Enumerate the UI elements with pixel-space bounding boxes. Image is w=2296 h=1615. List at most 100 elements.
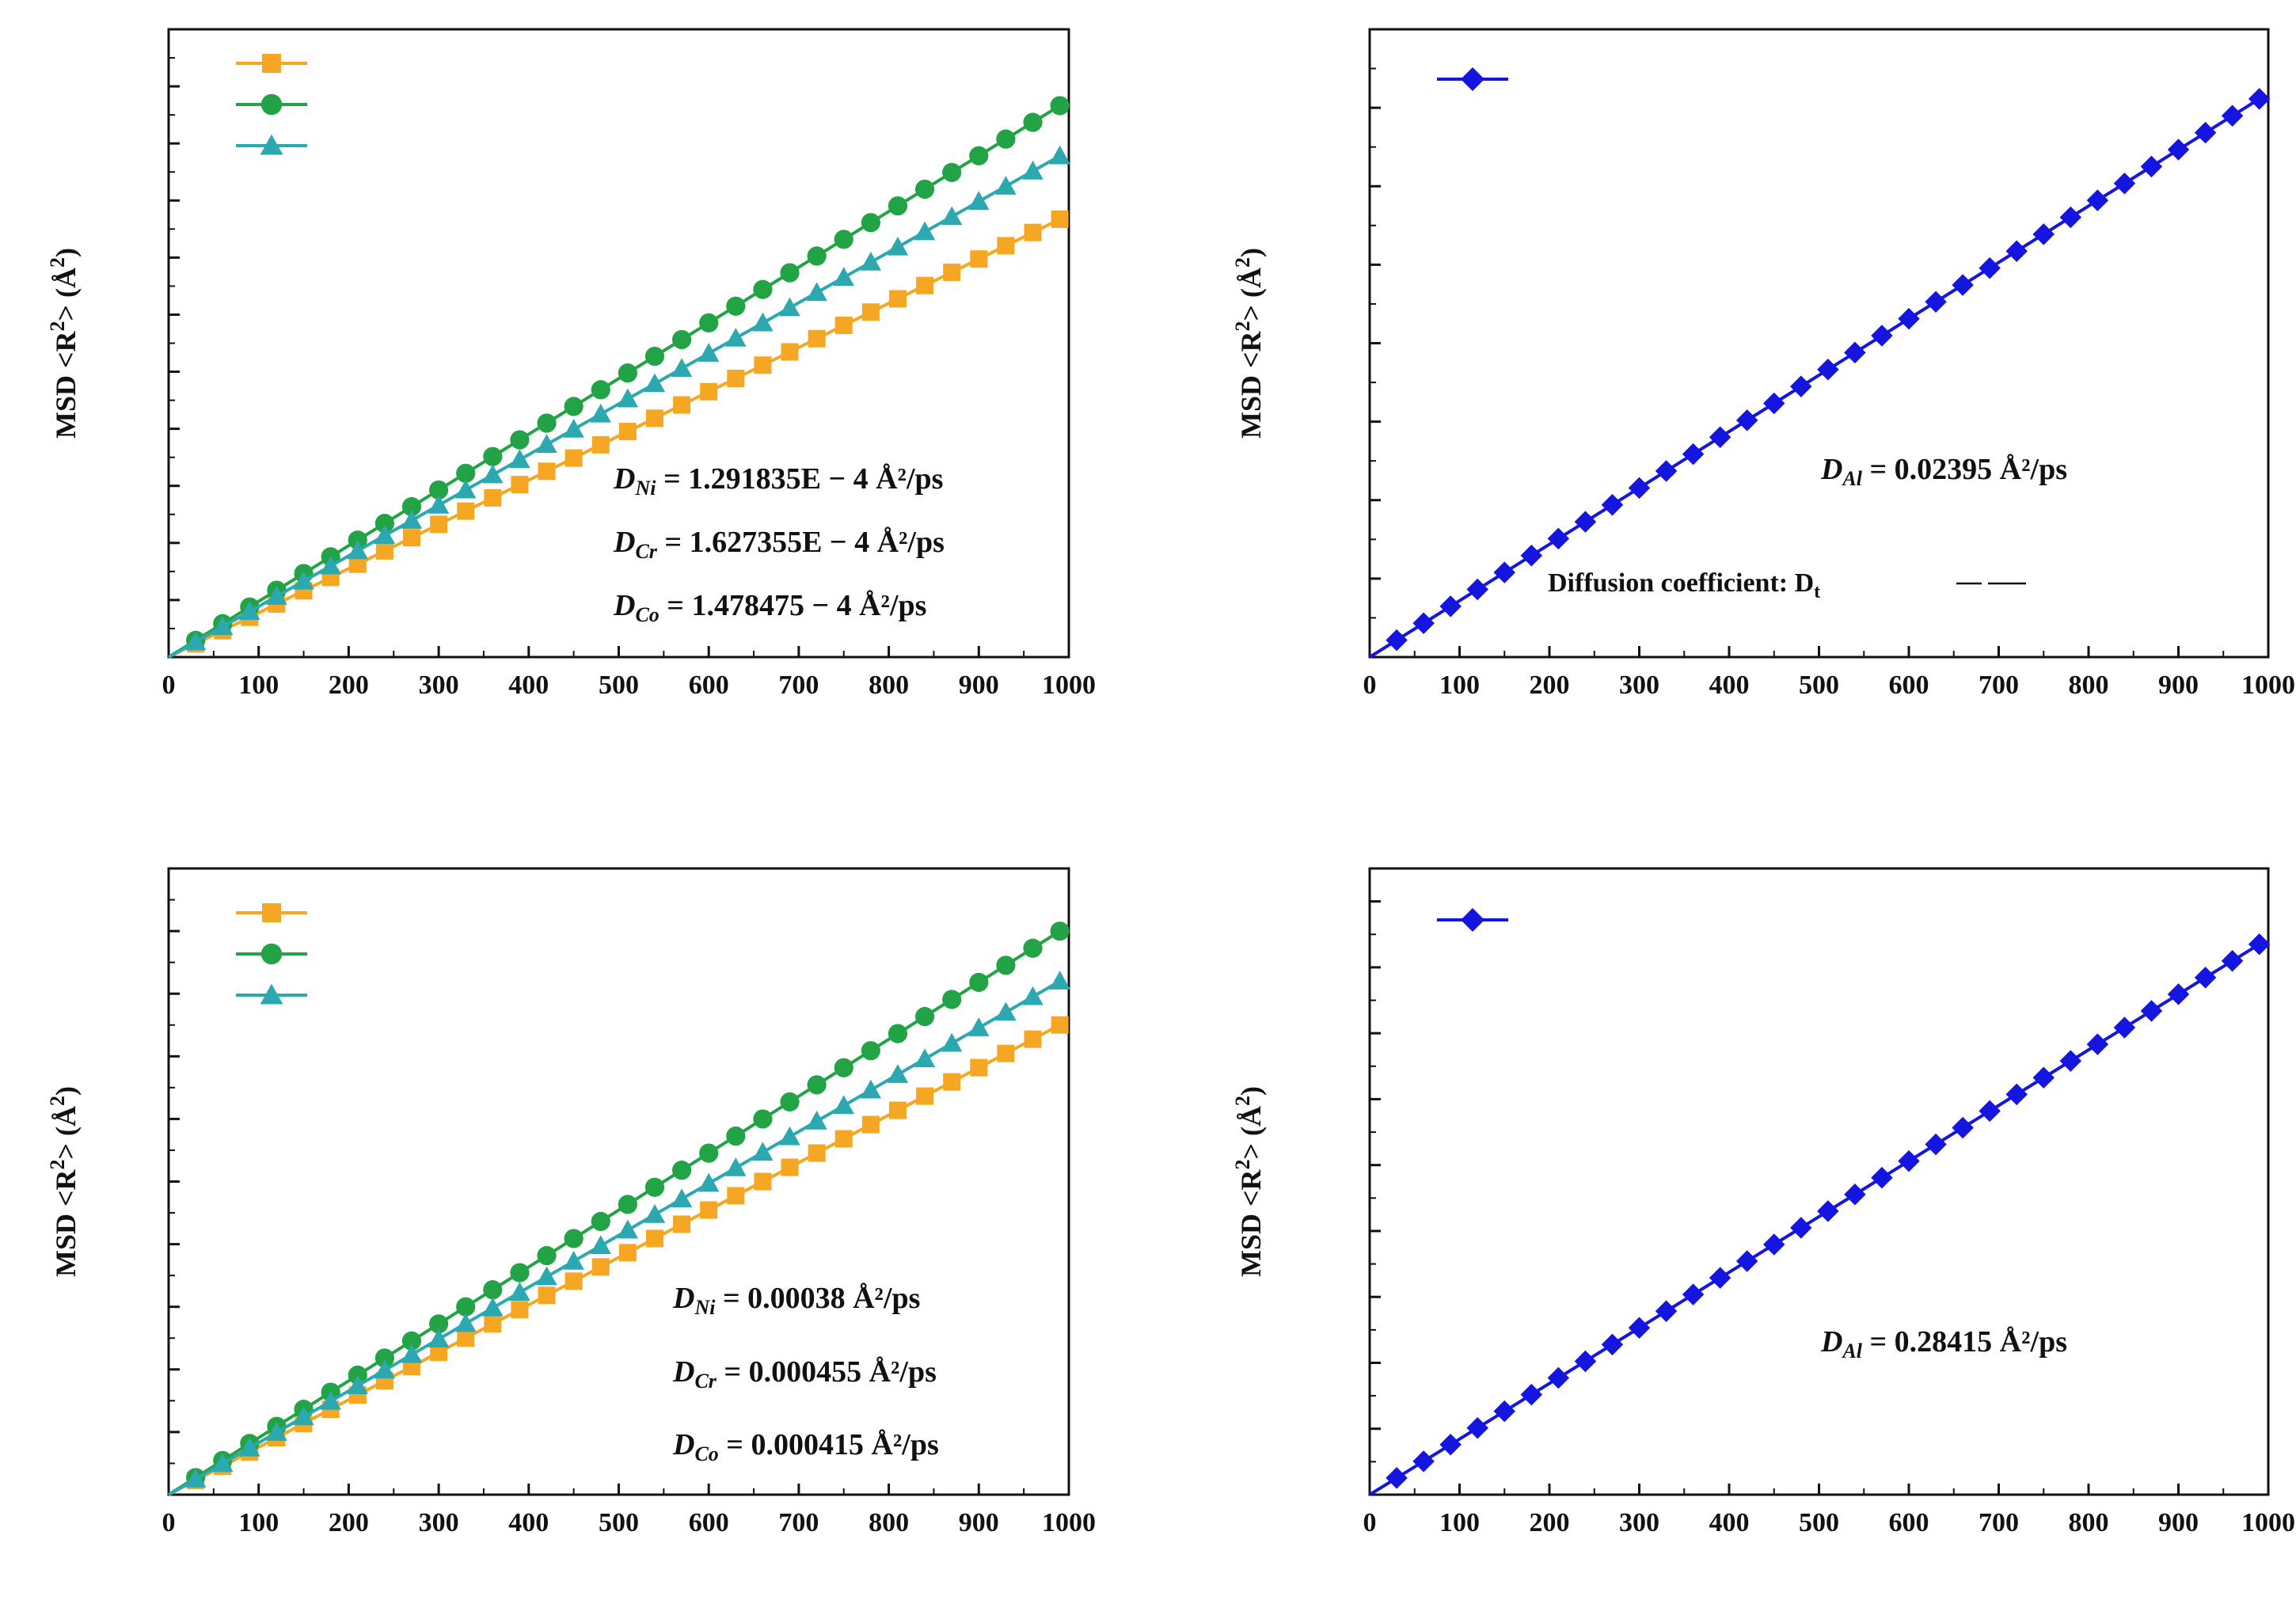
data-point <box>1709 1267 1732 1289</box>
data-point <box>374 514 394 534</box>
data-point <box>806 1111 827 1130</box>
data-point <box>833 1095 854 1115</box>
data-point <box>266 1422 287 1441</box>
data-point <box>1979 256 2001 279</box>
data-point <box>1601 493 1624 516</box>
annotation-symbol: D <box>672 1282 694 1315</box>
annotation-symbol: D <box>613 589 635 622</box>
annotation-symbol: D <box>672 1428 694 1461</box>
annotation-value: = 0.02395 Å²/ps <box>1862 453 2067 486</box>
annotation-d-ni: DNi = 1.291835E − 4 Å²/ps <box>613 462 943 500</box>
annotation-symbol: D <box>672 1355 694 1389</box>
annotation-subscript: Ni <box>634 477 656 500</box>
data-point <box>2032 1066 2055 1089</box>
annotation-subscript: Cr <box>635 540 657 563</box>
data-point <box>1547 527 1570 550</box>
data-point <box>239 1437 260 1457</box>
data-point <box>780 263 800 283</box>
series-al <box>1368 88 2271 659</box>
data-point <box>2140 1000 2163 1022</box>
data-point <box>916 1087 934 1105</box>
data-point <box>1979 1100 2001 1123</box>
data-point <box>509 1282 530 1302</box>
data-point <box>834 1058 853 1077</box>
data-point <box>401 496 422 517</box>
data-point <box>1493 561 1515 583</box>
annotation-value: = 0.00038 Å²/ps <box>715 1282 920 1315</box>
x-tick-label: 200 <box>1530 1508 1570 1537</box>
data-point <box>537 1245 557 1266</box>
data-point <box>1601 1333 1624 1356</box>
data-point <box>1898 307 1920 330</box>
x-tick-label: 0 <box>162 671 176 700</box>
data-point <box>428 1328 450 1347</box>
data-point <box>1023 112 1043 132</box>
data-point <box>725 327 747 347</box>
data-point <box>2221 104 2244 127</box>
x-tick-label: 0 <box>1363 671 1377 700</box>
data-point <box>888 1024 908 1043</box>
data-point <box>457 1329 475 1347</box>
data-point <box>212 616 234 636</box>
data-point <box>726 1126 746 1146</box>
data-point <box>347 1375 368 1394</box>
x-tick-label: 200 <box>329 671 369 700</box>
data-point <box>2221 950 2244 972</box>
x-tick-label: 1000 <box>2241 671 2295 700</box>
data-point <box>727 1187 745 1205</box>
y-axis-label: MSD <R2> (Å2) <box>1231 1086 1268 1277</box>
data-point <box>1628 477 1651 500</box>
y-axis-label: MSD <R2> (Å2) <box>46 248 82 439</box>
data-point <box>430 515 448 534</box>
data-point <box>1790 375 1812 397</box>
data-point <box>564 1272 583 1290</box>
data-point <box>1735 1250 1758 1272</box>
x-tick-label: 500 <box>599 671 639 700</box>
data-point <box>563 1250 584 1270</box>
data-point <box>995 176 1017 195</box>
x-tick-label: 200 <box>1530 671 1570 700</box>
annotation-value: = 1.478475 − 4 Å²/ps <box>660 589 927 622</box>
series-al <box>1368 933 2271 1496</box>
x-tick-label: 300 <box>419 1508 459 1537</box>
data-point <box>564 397 584 416</box>
data-point <box>430 1343 448 1362</box>
data-point <box>348 555 367 573</box>
data-point <box>511 1301 529 1319</box>
annotation-d-ni: DNi = 0.00038 Å²/ps <box>672 1282 920 1319</box>
data-point <box>1952 1116 1974 1139</box>
data-point <box>970 250 988 268</box>
data-point <box>618 423 637 441</box>
data-point <box>753 279 773 299</box>
data-point <box>888 196 908 216</box>
data-point <box>726 296 746 316</box>
legend-marker <box>262 54 281 73</box>
plot-frame <box>167 28 1070 659</box>
annotation-symbol: D <box>613 526 635 559</box>
data-point <box>374 1348 394 1368</box>
data-point <box>942 990 962 1009</box>
annotation-value: = 0.28415 Å²/ps <box>1862 1325 2067 1358</box>
data-point <box>1049 971 1070 990</box>
data-point <box>699 1143 719 1163</box>
annotation-subscript: Co <box>694 1442 718 1465</box>
series-line <box>168 1023 1061 1496</box>
legend-marker <box>1461 908 1484 932</box>
annotation-symbol: D <box>613 462 635 496</box>
data-point <box>1049 145 1070 165</box>
data-point <box>833 267 854 286</box>
data-point <box>1574 1350 1597 1373</box>
x-tick-label: 0 <box>1363 1508 1377 1537</box>
data-point <box>2059 206 2082 229</box>
data-point <box>591 380 610 400</box>
annotation-d-al: DAl = 0.02395 Å²/ps <box>1820 453 2067 490</box>
annotation-d-cr: DCr = 0.000455 Å²/ps <box>672 1355 937 1393</box>
data-point <box>1412 1450 1435 1472</box>
data-point <box>780 1092 800 1112</box>
data-point <box>1051 210 1069 228</box>
data-point <box>779 297 800 317</box>
data-point <box>699 313 719 332</box>
data-point <box>2167 139 2190 161</box>
annotation-d-cr: DCr = 1.627355E − 4 Å²/ps <box>613 526 945 563</box>
data-point <box>428 494 450 514</box>
